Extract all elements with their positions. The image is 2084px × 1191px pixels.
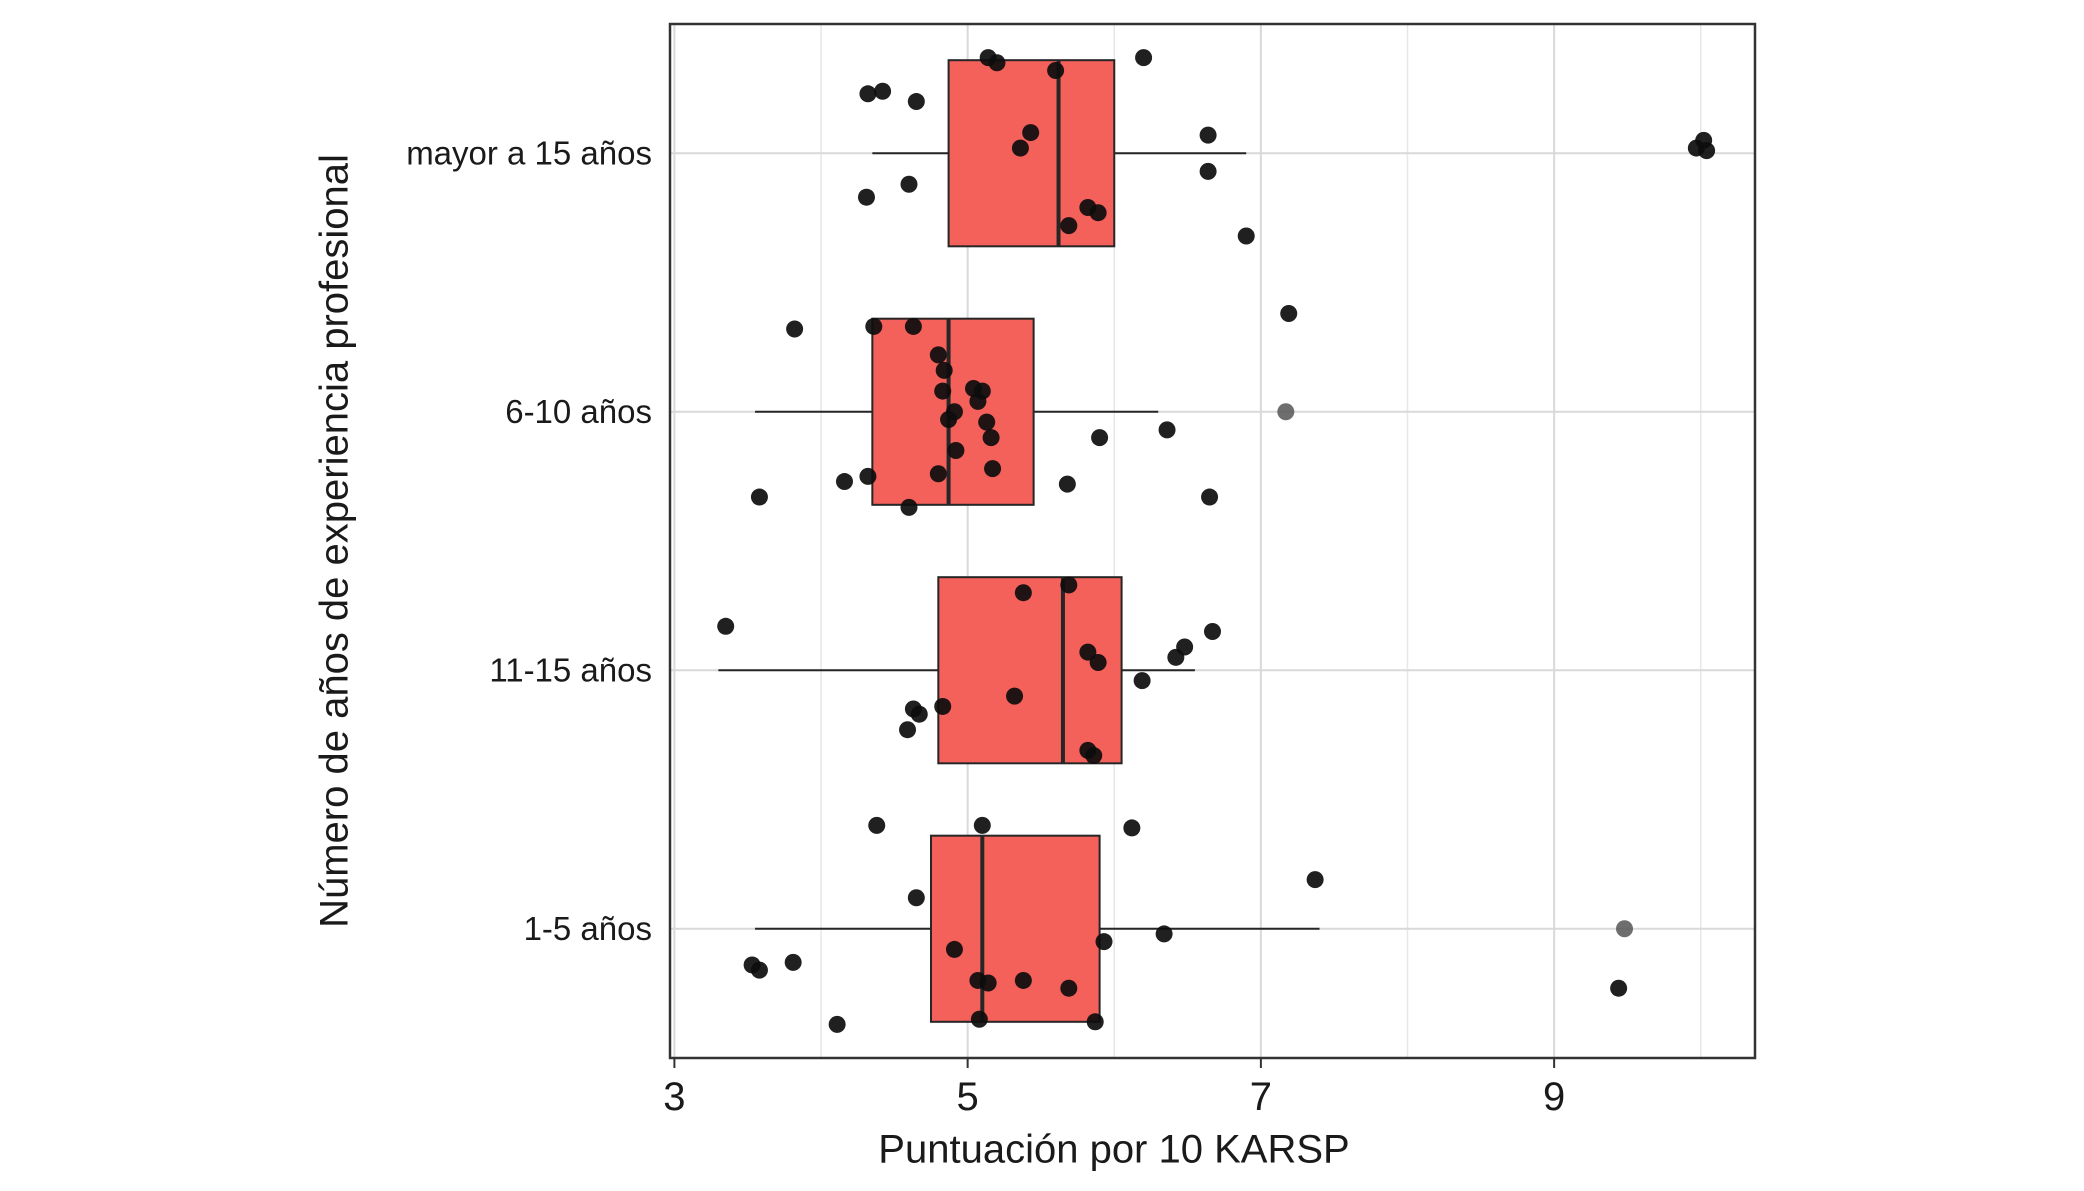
data-point xyxy=(969,392,987,410)
data-point xyxy=(978,413,996,431)
data-point xyxy=(859,85,877,103)
data-point xyxy=(970,1010,988,1028)
x-axis: 3 5 7 9 xyxy=(663,1058,1565,1119)
data-point xyxy=(899,721,917,739)
data-point xyxy=(935,361,953,379)
box xyxy=(947,59,1116,248)
data-point xyxy=(1123,819,1141,837)
data-point xyxy=(973,816,991,834)
data-point xyxy=(1277,403,1295,421)
y-tick-label: 11-15 años xyxy=(489,651,652,688)
data-point xyxy=(717,617,735,635)
data-point xyxy=(979,974,997,992)
data-point xyxy=(1079,643,1097,661)
data-point xyxy=(865,317,883,335)
data-point xyxy=(1060,576,1078,594)
data-point xyxy=(859,467,877,485)
x-tick-label: 3 xyxy=(663,1075,685,1119)
data-point xyxy=(1133,672,1151,690)
data-point xyxy=(900,175,918,193)
data-point xyxy=(1014,584,1032,602)
data-point xyxy=(1047,62,1065,80)
x-tick-label: 5 xyxy=(957,1075,979,1119)
x-tick-label: 7 xyxy=(1250,1075,1272,1119)
data-point xyxy=(910,705,928,723)
data-point xyxy=(1155,925,1173,943)
data-point xyxy=(1022,124,1040,142)
data-point xyxy=(947,442,965,460)
y-tick-label: mayor a 15 años xyxy=(406,134,652,171)
data-point xyxy=(1237,227,1255,245)
data-point xyxy=(1089,204,1107,222)
jitter-points xyxy=(717,49,1716,1033)
data-point xyxy=(1006,687,1024,705)
data-point xyxy=(1280,305,1298,323)
data-point xyxy=(1199,162,1217,180)
data-point xyxy=(1095,933,1113,951)
boxplot-2 xyxy=(718,576,1195,765)
data-point xyxy=(904,317,922,335)
y-tick-label: 6-10 años xyxy=(505,393,652,430)
data-point xyxy=(1058,475,1076,493)
data-point xyxy=(784,953,802,971)
data-point xyxy=(1089,653,1107,671)
data-point xyxy=(1011,139,1029,157)
data-point xyxy=(1091,429,1109,447)
x-tick-label: 9 xyxy=(1543,1075,1565,1119)
data-point xyxy=(1201,488,1219,506)
data-point xyxy=(907,93,925,111)
data-point xyxy=(1176,638,1194,656)
gridlines xyxy=(670,24,1755,1058)
data-point xyxy=(940,411,958,429)
data-point xyxy=(988,54,1006,72)
data-point xyxy=(984,460,1002,478)
data-point xyxy=(1306,871,1324,889)
data-point xyxy=(1698,142,1716,160)
data-point xyxy=(786,320,804,338)
data-point xyxy=(1060,217,1078,235)
y-axis: mayor a 15 años 6-10 años 11-15 años 1-5 añ… xyxy=(406,134,652,947)
data-point xyxy=(929,346,947,364)
data-point xyxy=(750,488,768,506)
data-point xyxy=(1610,979,1628,997)
data-point xyxy=(934,382,952,400)
data-point xyxy=(750,961,768,979)
data-point xyxy=(1199,126,1217,144)
data-point xyxy=(874,82,892,100)
data-point xyxy=(907,889,925,907)
panel-background xyxy=(670,24,1755,1058)
data-point xyxy=(1014,971,1032,989)
data-point xyxy=(934,697,952,715)
y-tick-label: 1-5 años xyxy=(524,910,652,947)
data-point xyxy=(868,816,886,834)
data-point xyxy=(835,473,853,491)
data-point xyxy=(1616,920,1634,938)
data-point xyxy=(982,429,1000,447)
data-point xyxy=(945,940,963,958)
data-point xyxy=(929,465,947,483)
y-axis-title: Número de años de experiencia profesiona… xyxy=(312,154,357,928)
data-point xyxy=(1085,747,1103,765)
data-point xyxy=(1204,622,1221,640)
data-point xyxy=(1086,1013,1104,1031)
x-axis-title: Puntuación por 10 KARSP xyxy=(878,1127,1350,1172)
data-point xyxy=(1158,421,1176,439)
boxplot-1 xyxy=(755,317,1159,506)
panel-border xyxy=(668,22,1757,1060)
data-point xyxy=(900,498,918,516)
data-point xyxy=(828,1015,846,1033)
data-point xyxy=(1135,49,1153,67)
data-point xyxy=(857,188,875,206)
box xyxy=(937,576,1123,765)
data-point xyxy=(1060,979,1078,997)
